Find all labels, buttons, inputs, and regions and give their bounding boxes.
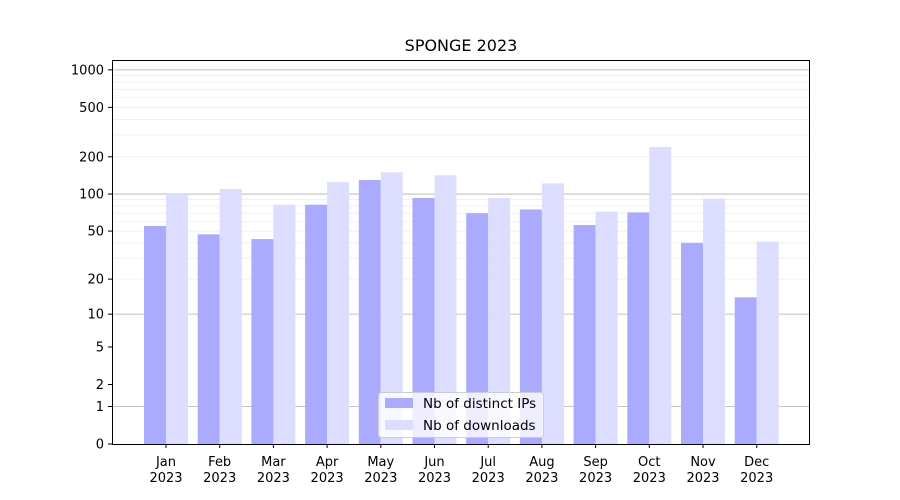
x-tick-label-year: 2023 [149,471,182,486]
y-tick-label: 10 [87,308,104,323]
bar-downloads-dec [756,241,779,444]
y-tick-label: 2 [96,378,104,393]
bar-distinct-ips-may [358,179,381,445]
x-tick-label-year: 2023 [364,471,397,486]
bar-downloads-sep [595,211,618,444]
bar-distinct-ips-nov [681,242,703,444]
x-tick-label-year: 2023 [311,471,344,486]
x-tick-label-year: 2023 [203,471,236,486]
bar-downloads-nov [703,198,725,444]
x-tick-label-month: Sep [583,455,608,470]
x-tick-label-year: 2023 [579,471,612,486]
y-tick-label: 100 [79,188,104,203]
bar-downloads-jul [488,197,511,444]
plot-frame [112,60,810,445]
x-tick-label-month: May [367,455,394,470]
x-tick-label-month: Jan [155,455,176,470]
bar-distinct-ips-apr [305,204,328,444]
y-tick-label: 20 [87,273,104,288]
x-tick-label-month: Jul [479,455,496,470]
y-tick-label: 1 [96,400,104,415]
x-tick-label-year: 2023 [525,471,558,486]
bar-downloads-feb [219,188,242,444]
x-axis: Jan2023Feb2023Mar2023Apr2023May2023Jun20… [149,444,773,486]
bar-downloads-oct [649,146,672,445]
bar-distinct-ips-oct [627,212,650,444]
x-tick-label-month: Nov [690,455,716,470]
x-tick-label-year: 2023 [257,471,290,486]
bars [144,146,779,445]
bar-downloads-jan [166,194,188,444]
y-tick-label: 200 [79,150,104,165]
bar-distinct-ips-jan [144,226,166,444]
legend: Nb of distinct IPs Nb of downloads [378,392,544,438]
x-tick-label-month: Feb [208,455,231,470]
bar-downloads-aug [541,183,564,444]
bar-distinct-ips-aug [519,209,542,444]
x-tick-label-year: 2023 [472,471,505,486]
chart-title: SPONGE 2023 [405,36,518,55]
legend-swatch-distinct-ips [385,398,413,408]
bar-downloads-may [380,172,403,444]
legend-label-downloads: Nb of downloads [423,418,536,434]
bar-distinct-ips-sep [573,225,596,444]
x-tick-label-month: Oct [638,455,660,470]
y-tick-label: 5 [96,340,104,355]
x-tick-label-month: Mar [261,455,286,470]
y-tick-label: 500 [79,101,104,116]
x-tick-label-year: 2023 [740,471,773,486]
y-tick-label: 1000 [71,63,104,78]
x-tick-label-year: 2023 [418,471,451,486]
y-tick-label: 50 [87,225,104,240]
x-tick-label-month: Apr [316,455,339,470]
x-tick-label-month: Aug [529,455,554,470]
x-tick-label-year: 2023 [633,471,666,486]
bar-downloads-mar [273,204,296,444]
bar-distinct-ips-jun [412,197,435,444]
bar-distinct-ips-mar [251,239,274,444]
y-tick-label: 0 [96,438,104,453]
bar-downloads-jun [434,175,457,444]
bar-distinct-ips-jul [466,213,489,444]
bar-distinct-ips-dec [734,297,757,444]
x-tick-label-month: Dec [744,455,769,470]
legend-swatch-downloads [385,420,413,430]
legend-box [378,392,544,438]
y-axis: 0 1 2 5 10 20 50 100 200 500 1000 [71,63,112,453]
legend-label-distinct-ips: Nb of distinct IPs [423,396,536,412]
bar-distinct-ips-feb [197,234,220,444]
x-tick-label-year: 2023 [686,471,719,486]
x-tick-label-month: Jun [423,455,444,470]
bar-downloads-apr [327,182,350,445]
